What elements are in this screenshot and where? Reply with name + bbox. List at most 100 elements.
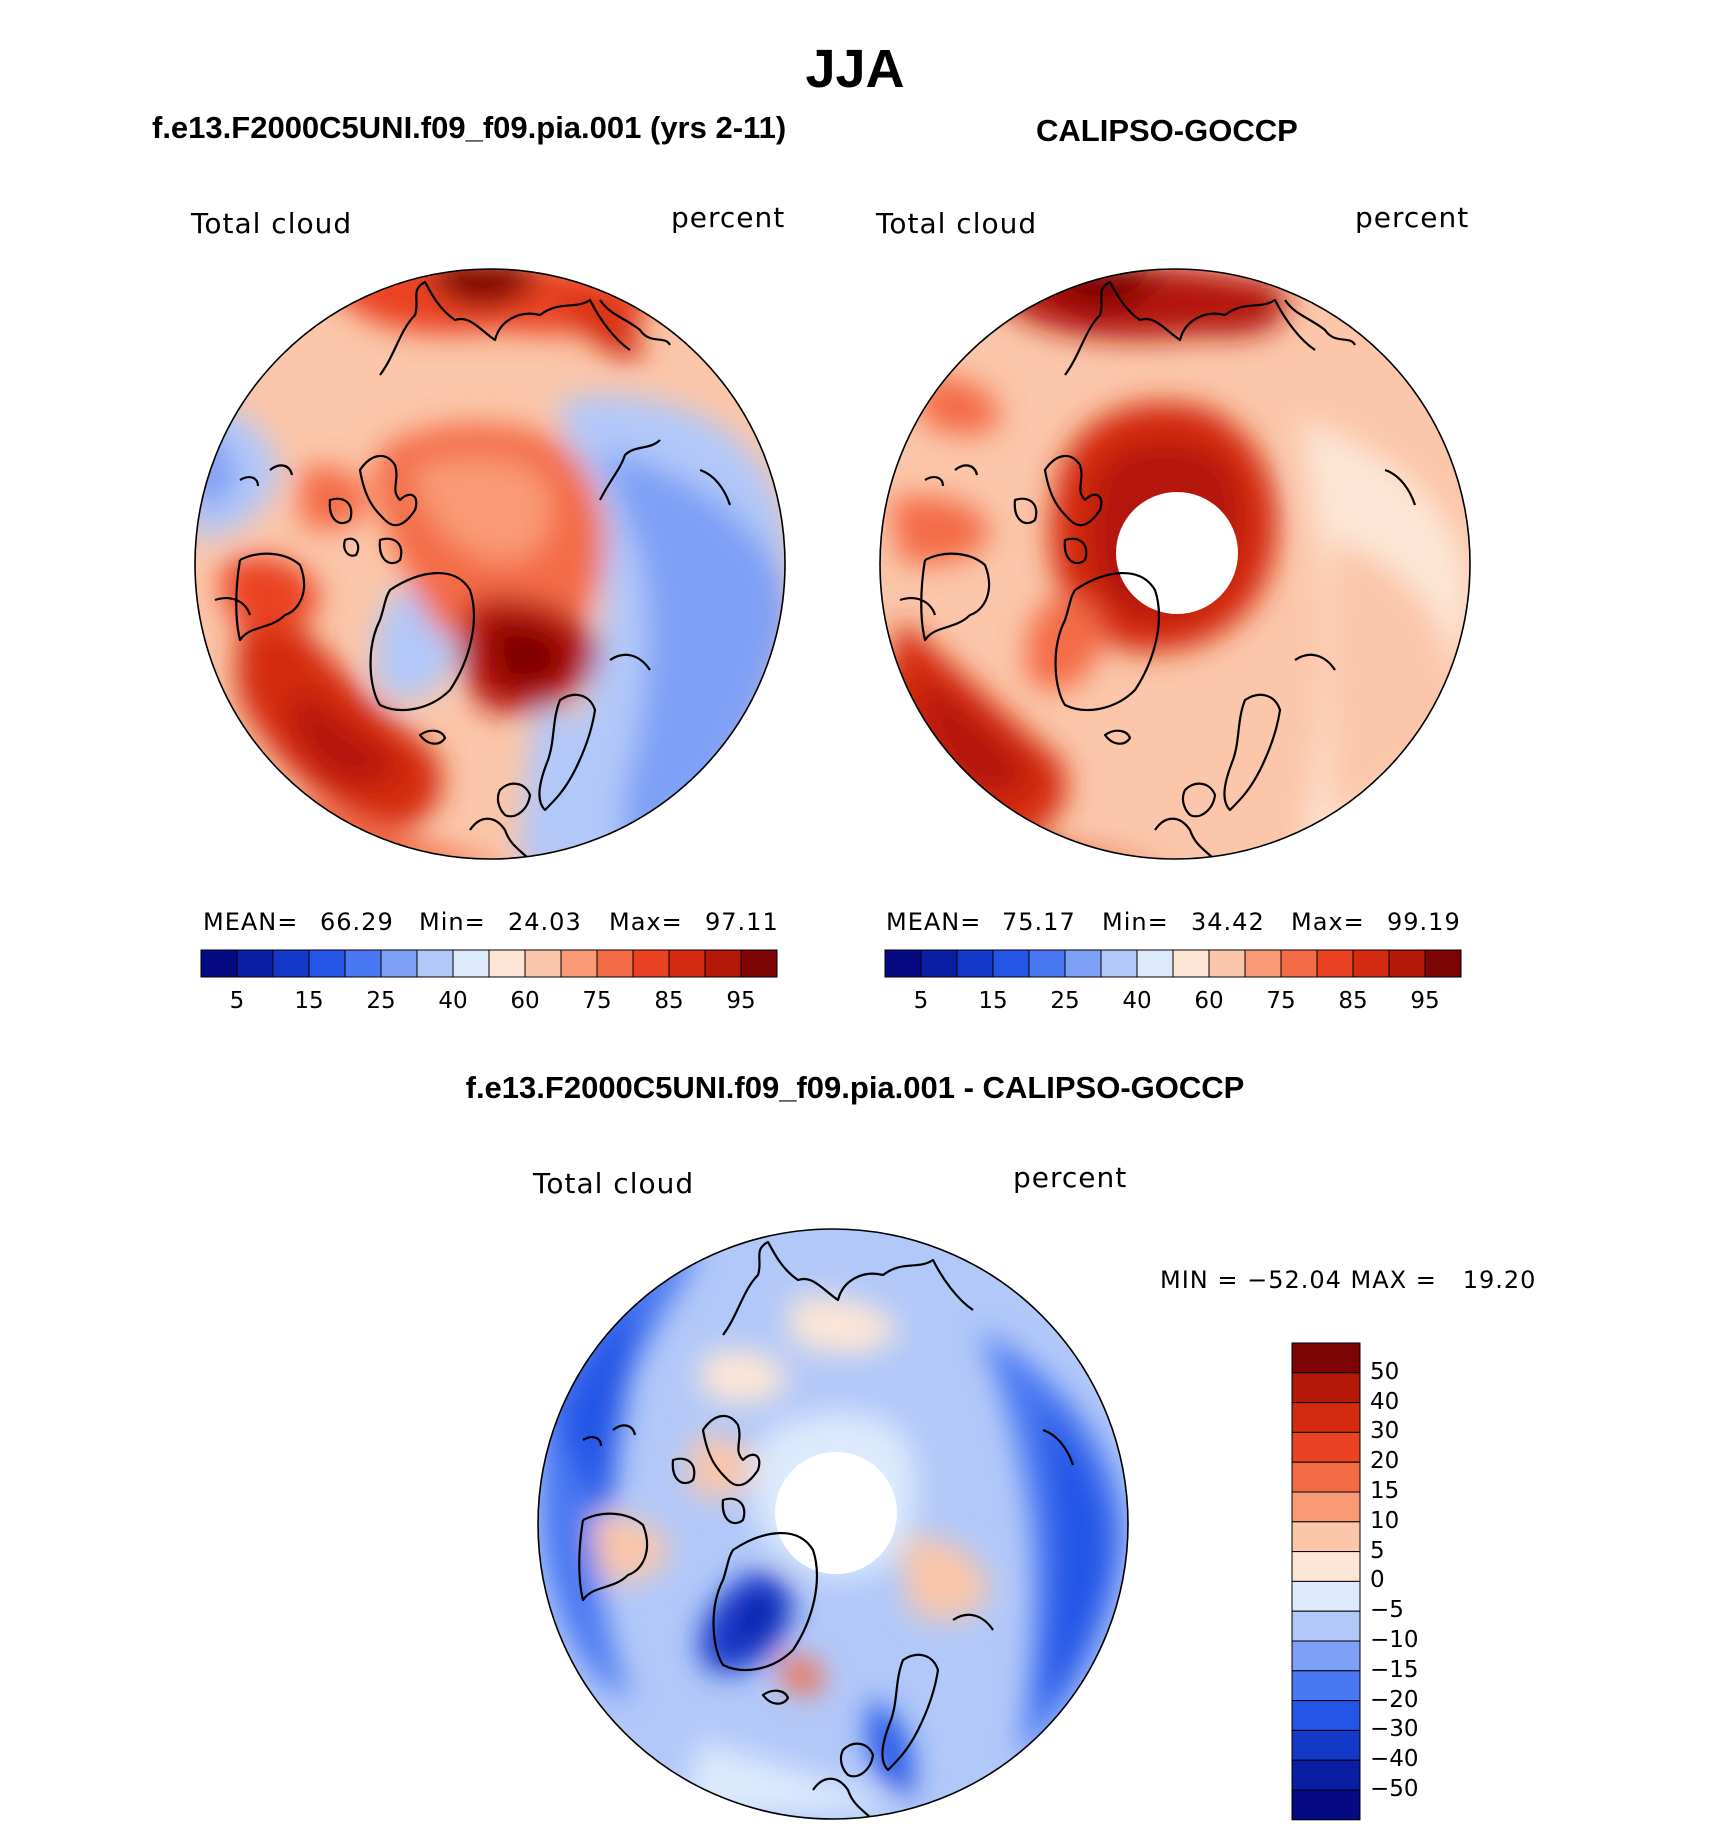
diff-minmax-stats: MIN = −52.04 MAX = 19.20 bbox=[1160, 1266, 1537, 1294]
colorbar-swatch bbox=[272, 949, 310, 978]
right-min-label: Min= bbox=[1102, 908, 1169, 936]
right-colorbar bbox=[884, 949, 1462, 978]
colorbar-tick-label: 85 bbox=[1338, 988, 1368, 1014]
colorbar-swatch bbox=[1100, 949, 1138, 978]
colorbar-tick-label: 40 bbox=[1122, 988, 1152, 1014]
colorbar-tick-label: 30 bbox=[1370, 1418, 1400, 1445]
colorbar-swatch bbox=[308, 949, 346, 978]
right-max-value: 99.19 bbox=[1387, 908, 1461, 936]
colorbar-tick-label: 60 bbox=[1194, 988, 1224, 1014]
colorbar-swatch bbox=[1291, 1491, 1361, 1523]
colorbar-swatch bbox=[596, 949, 634, 978]
left-min-value: 24.03 bbox=[508, 908, 582, 936]
figure-title: JJA bbox=[805, 39, 905, 99]
colorbar-tick-label: 5 bbox=[1370, 1537, 1385, 1564]
colorbar-swatch bbox=[1291, 1759, 1361, 1791]
colorbar-tick-label: −30 bbox=[1370, 1716, 1419, 1743]
right-panel-title: CALIPSO-GOCCP bbox=[1036, 113, 1298, 148]
colorbar-swatch bbox=[956, 949, 994, 978]
colorbar-tick-label: 40 bbox=[1370, 1388, 1400, 1415]
colorbar-swatch bbox=[1388, 949, 1426, 978]
colorbar-swatch bbox=[1291, 1521, 1361, 1553]
colorbar-tick-label: 95 bbox=[726, 988, 756, 1014]
left-units-label: percent bbox=[671, 201, 786, 234]
colorbar-swatch bbox=[1028, 949, 1066, 978]
colorbar-swatch bbox=[1291, 1461, 1361, 1493]
colorbar-swatch bbox=[740, 949, 778, 978]
colorbar-swatch bbox=[1424, 949, 1462, 978]
right-mean-value: 75.17 bbox=[1002, 908, 1076, 936]
colorbar-swatch bbox=[1352, 949, 1390, 978]
colorbar-swatch bbox=[992, 949, 1030, 978]
right-polar-map bbox=[879, 268, 1471, 860]
colorbar-tick-label: 10 bbox=[1370, 1507, 1400, 1534]
colorbar-tick-label: 25 bbox=[366, 988, 396, 1014]
colorbar-tick-label: −5 bbox=[1370, 1597, 1404, 1624]
diff-polar-map bbox=[537, 1228, 1129, 1820]
colorbar-swatch bbox=[1280, 949, 1318, 978]
colorbar-swatch bbox=[1291, 1670, 1361, 1702]
colorbar-swatch bbox=[704, 949, 742, 978]
colorbar-swatch bbox=[884, 949, 922, 978]
colorbar-swatch bbox=[1291, 1402, 1361, 1433]
colorbar-swatch bbox=[1291, 1729, 1361, 1761]
diff-panel-title: f.e13.F2000C5UNI.f09_f09.pia.001 - CALIP… bbox=[465, 1070, 1245, 1105]
left-mean-value: 66.29 bbox=[320, 908, 394, 936]
right-variable-label: Total cloud bbox=[876, 207, 1038, 240]
left-colorbar bbox=[200, 949, 778, 978]
colorbar-tick-label: −50 bbox=[1370, 1776, 1419, 1802]
colorbar-swatch bbox=[236, 949, 274, 978]
colorbar-tick-label: 5 bbox=[913, 988, 929, 1014]
colorbar-tick-label: −10 bbox=[1370, 1627, 1419, 1653]
colorbar-swatch bbox=[524, 949, 562, 978]
colorbar-swatch bbox=[632, 949, 670, 978]
colorbar-swatch bbox=[1291, 1640, 1361, 1672]
colorbar-tick-label: 50 bbox=[1370, 1358, 1400, 1385]
diff-variable-label: Total cloud bbox=[533, 1167, 695, 1200]
colorbar-swatch bbox=[1208, 949, 1246, 978]
left-min-label: Min= bbox=[419, 908, 486, 936]
colorbar-tick-label: 15 bbox=[978, 988, 1008, 1014]
colorbar-swatch bbox=[1064, 949, 1102, 978]
colorbar-swatch bbox=[1316, 949, 1354, 978]
colorbar-tick-label: 40 bbox=[438, 988, 468, 1014]
left-max-label: Max= bbox=[609, 908, 683, 936]
colorbar-swatch bbox=[1291, 1551, 1361, 1582]
colorbar-swatch bbox=[344, 949, 382, 978]
colorbar-swatch bbox=[1291, 1372, 1361, 1404]
left-max-value: 97.11 bbox=[705, 908, 779, 936]
left-variable-label: Total cloud bbox=[191, 207, 353, 240]
colorbar-swatch bbox=[1291, 1580, 1361, 1612]
colorbar-tick-label: 75 bbox=[582, 988, 612, 1014]
colorbar-swatch bbox=[452, 949, 490, 978]
right-mean-label: MEAN= bbox=[886, 908, 982, 936]
colorbar-swatch bbox=[1291, 1700, 1361, 1731]
colorbar-tick-label: 95 bbox=[1410, 988, 1440, 1014]
colorbar-tick-label: 60 bbox=[510, 988, 540, 1014]
left-mean-label: MEAN= bbox=[203, 908, 299, 936]
right-min-value: 34.42 bbox=[1191, 908, 1265, 936]
colorbar-swatch bbox=[1291, 1610, 1361, 1642]
colorbar-swatch bbox=[1172, 949, 1210, 978]
colorbar-tick-label: 15 bbox=[1370, 1478, 1400, 1504]
colorbar-swatch bbox=[416, 949, 454, 978]
diff-units-label: percent bbox=[1013, 1161, 1128, 1194]
colorbar-tick-label: 20 bbox=[1370, 1448, 1400, 1475]
colorbar-swatch bbox=[920, 949, 958, 978]
colorbar-swatch bbox=[488, 949, 526, 978]
colorbar-tick-label: −40 bbox=[1370, 1746, 1419, 1773]
colorbar-swatch bbox=[200, 949, 238, 978]
colorbar-tick-label: 75 bbox=[1266, 988, 1296, 1014]
colorbar-tick-label: 5 bbox=[229, 988, 245, 1014]
colorbar-swatch bbox=[1291, 1789, 1361, 1821]
colorbar-swatch bbox=[1244, 949, 1282, 978]
left-polar-map bbox=[194, 268, 786, 860]
colorbar-tick-label: −15 bbox=[1370, 1656, 1419, 1683]
colorbar-swatch bbox=[1291, 1342, 1361, 1374]
colorbar-swatch bbox=[380, 949, 418, 978]
colorbar-tick-label: 25 bbox=[1050, 988, 1080, 1014]
diff-colorbar bbox=[1291, 1342, 1361, 1821]
right-max-label: Max= bbox=[1291, 908, 1365, 936]
colorbar-tick-label: −20 bbox=[1370, 1686, 1419, 1713]
